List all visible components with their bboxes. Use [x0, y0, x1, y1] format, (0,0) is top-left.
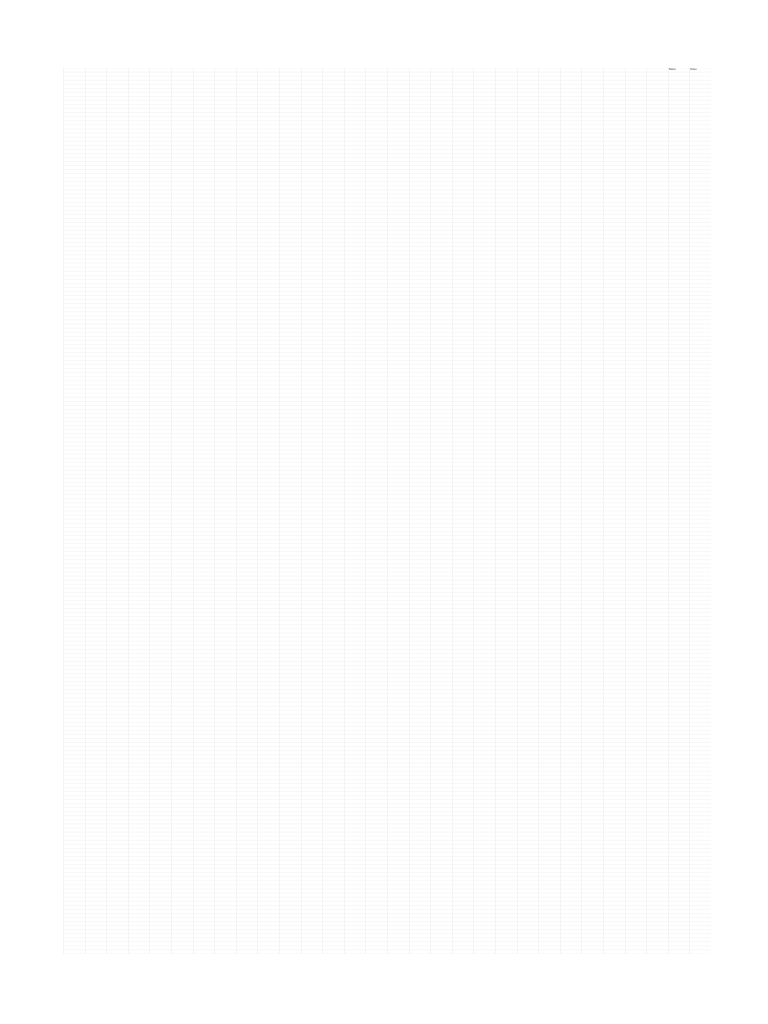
grid-lines	[63, 68, 711, 954]
spreadsheet-grid[interactable]: Status Notes	[63, 68, 711, 954]
column-header: Notes	[690, 68, 697, 71]
column-header: Status	[668, 68, 676, 71]
